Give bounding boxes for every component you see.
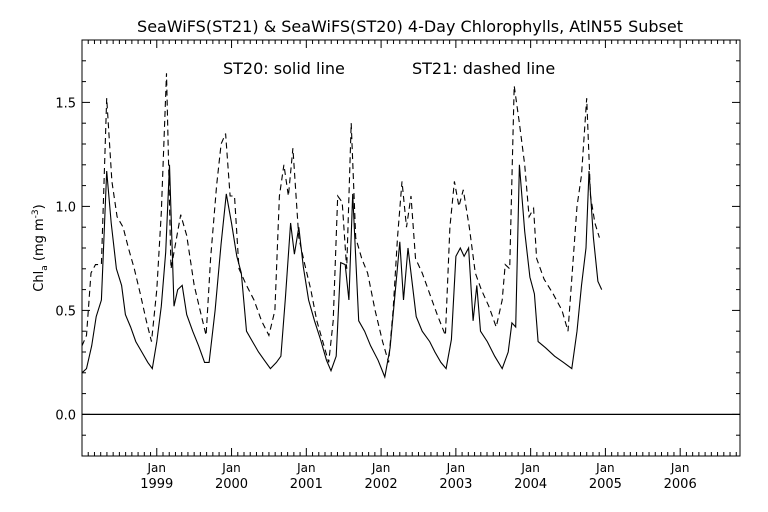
y-axis-label: Chla (mg m-3) [31, 204, 50, 291]
x-tick-month-label: Jan [296, 461, 316, 475]
x-tick-year-label: 2004 [514, 477, 547, 492]
x-tick-year-label: 2005 [589, 477, 622, 492]
y-tick-label: 0.0 [55, 408, 76, 423]
y-tick-label: 1.0 [55, 200, 76, 215]
x-tick-year-label: 2001 [290, 477, 323, 492]
chart-title: SeaWiFS(ST21) & SeaWiFS(ST20) 4-Day Chlo… [137, 17, 683, 36]
y-tick-label: 1.5 [55, 96, 76, 111]
y-axis-label-units-superscript: -3 [31, 209, 41, 218]
series-line-st21 [82, 73, 600, 363]
x-tick-year-label: 1999 [140, 477, 173, 492]
y-axis: 0.0 0.5 1.0 1.5 [55, 60, 740, 436]
series-group [82, 73, 603, 379]
plot-frame [81, 39, 741, 457]
y-axis-label-units-close: ) [32, 204, 47, 209]
y-tick-label: 0.5 [55, 304, 76, 319]
x-tick-month-label: Jan [221, 461, 241, 475]
x-tick-year-label: 2006 [664, 477, 697, 492]
plot-area-border [81, 39, 741, 457]
x-tick-year-label: 2000 [215, 477, 248, 492]
legend-annotation-st21: ST21: dashed line [412, 59, 555, 78]
x-tick-month-label: Jan [520, 461, 540, 475]
y-axis-label-main: Chl [32, 271, 47, 292]
x-tick-month-label: Jan [670, 461, 690, 475]
x-axis: Jan 1999 Jan 2000 Jan 2001 Jan 2002 Jan 2003 Jan 20… [87, 40, 737, 492]
x-tick-month-label: Jan [595, 461, 615, 475]
y-axis-label-units-open: (mg m [32, 218, 47, 265]
x-tick-month-label: Jan [147, 461, 167, 475]
x-tick-year-label: 2003 [439, 477, 472, 492]
x-tick-year-label: 2002 [365, 477, 398, 492]
series-line-st20 [82, 164, 603, 379]
x-tick-month-label: Jan [371, 461, 391, 475]
x-tick-month-label: Jan [446, 461, 466, 475]
y-axis-label-subscript: a [40, 265, 50, 271]
legend-annotation-st20: ST20: solid line [223, 59, 345, 78]
